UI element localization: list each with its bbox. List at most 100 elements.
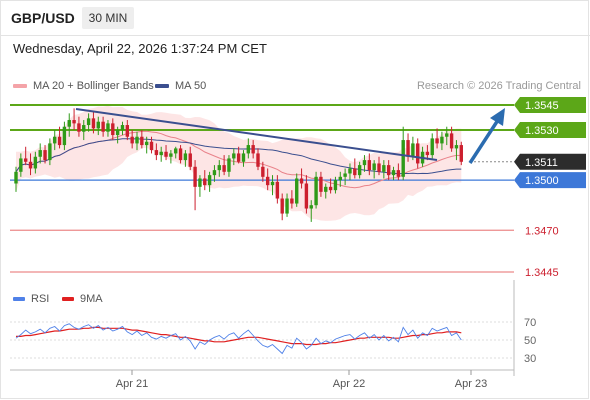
candle-body (154, 150, 159, 156)
candle (217, 160, 221, 177)
candle-body (430, 138, 434, 156)
candle-body (416, 143, 420, 164)
candle-body (86, 118, 91, 126)
level-label-text: 1.3500 (525, 175, 559, 187)
candle (203, 170, 207, 191)
candle-body (382, 165, 386, 172)
candle-body (19, 158, 23, 172)
candle (295, 173, 299, 207)
candle (33, 151, 38, 174)
candle-body (372, 163, 376, 171)
rsi-ma-label: 9MA (80, 293, 103, 305)
candle (91, 111, 96, 134)
candle-body (333, 180, 338, 191)
candle-body (401, 140, 405, 177)
candle (198, 175, 202, 197)
candle (290, 190, 294, 209)
candle (178, 145, 183, 164)
candle (328, 178, 333, 194)
candle (377, 156, 381, 176)
candle-body (328, 186, 333, 191)
level-label: 1.3445 (525, 267, 559, 279)
candle (96, 116, 100, 136)
candle-body (111, 123, 115, 136)
trend-line (75, 108, 438, 161)
x-tick-label: Apr 23 (455, 378, 487, 390)
rsi-tick-label: 50 (524, 335, 536, 347)
forecast-arrow-head-icon (490, 108, 505, 126)
rsi-swatch-icon (13, 297, 25, 302)
level-label-text: 1.3545 (525, 100, 559, 112)
candle-body (261, 166, 265, 177)
candle-body (275, 181, 280, 199)
candle-body (304, 183, 309, 209)
candle (372, 160, 376, 179)
candle-body (82, 125, 86, 132)
candle-body (212, 170, 217, 176)
candle (246, 138, 251, 159)
candle (348, 163, 352, 181)
candle (19, 153, 23, 177)
level-label-box (514, 97, 586, 113)
candle-body (435, 138, 439, 144)
candle (140, 130, 144, 149)
candle (251, 140, 255, 159)
candle (86, 113, 91, 132)
candle (130, 130, 134, 149)
candle (135, 131, 139, 151)
candle (57, 126, 62, 149)
rsi-tick-label: 70 (524, 317, 536, 329)
candle-body (178, 148, 183, 161)
candle-body (222, 165, 226, 172)
rsi-tick-label: 30 (524, 353, 536, 365)
timeframe-button[interactable]: 30 MIN (82, 7, 134, 29)
candle (324, 183, 328, 199)
candle (386, 160, 391, 181)
candle-body (106, 123, 110, 132)
candle (174, 146, 178, 159)
candle-body (367, 160, 372, 171)
candle (125, 120, 130, 141)
candle-body (120, 125, 125, 131)
level-label: 1.3500 (514, 172, 586, 189)
candle (425, 145, 430, 161)
ma50-swatch-icon (155, 84, 169, 89)
candle (459, 141, 463, 166)
candle (227, 155, 231, 177)
legend-ma50: MA 50 (155, 80, 206, 92)
candle (101, 116, 105, 137)
candle (445, 126, 449, 146)
candle-body (207, 175, 212, 186)
level-label-text: 1.3511 (525, 157, 558, 169)
candle-body (91, 118, 96, 129)
candle (256, 148, 260, 171)
candle (314, 171, 318, 209)
candle (338, 171, 342, 187)
candle-body (193, 166, 197, 187)
candle-body (411, 143, 415, 157)
research-credit: Research © 2026 Trading Central (416, 80, 581, 92)
candle-body (38, 150, 42, 157)
candle-body (319, 176, 323, 192)
candle (106, 120, 110, 137)
candle (416, 138, 420, 169)
candle-body (285, 198, 289, 214)
candle (169, 150, 173, 164)
candle (362, 155, 367, 172)
candle (319, 171, 323, 197)
rsi-ma-swatch-icon (62, 297, 74, 302)
candle-body (348, 168, 352, 174)
candle-body (198, 178, 202, 187)
ma20-swatch-icon (13, 84, 27, 89)
candle (154, 143, 159, 161)
level-label-box (514, 172, 586, 189)
candle (149, 136, 154, 154)
candle-body (188, 153, 192, 167)
candle (430, 133, 434, 159)
candle (357, 161, 362, 179)
candle (401, 126, 405, 181)
candle-body (169, 153, 173, 157)
candle-body (386, 165, 391, 176)
ma20-label: MA 20 + Bollinger Bands (33, 80, 154, 92)
